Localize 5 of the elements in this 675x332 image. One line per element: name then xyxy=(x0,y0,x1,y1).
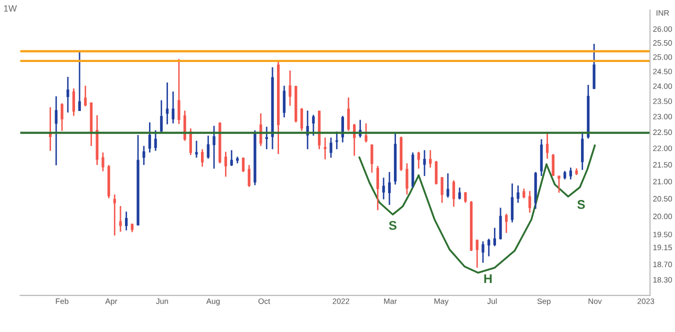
annotation: S xyxy=(388,220,396,230)
annotation: H xyxy=(484,274,492,283)
candlestick xyxy=(558,175,560,194)
annotation: S xyxy=(577,200,585,209)
chart-title: 1W xyxy=(4,5,17,12)
